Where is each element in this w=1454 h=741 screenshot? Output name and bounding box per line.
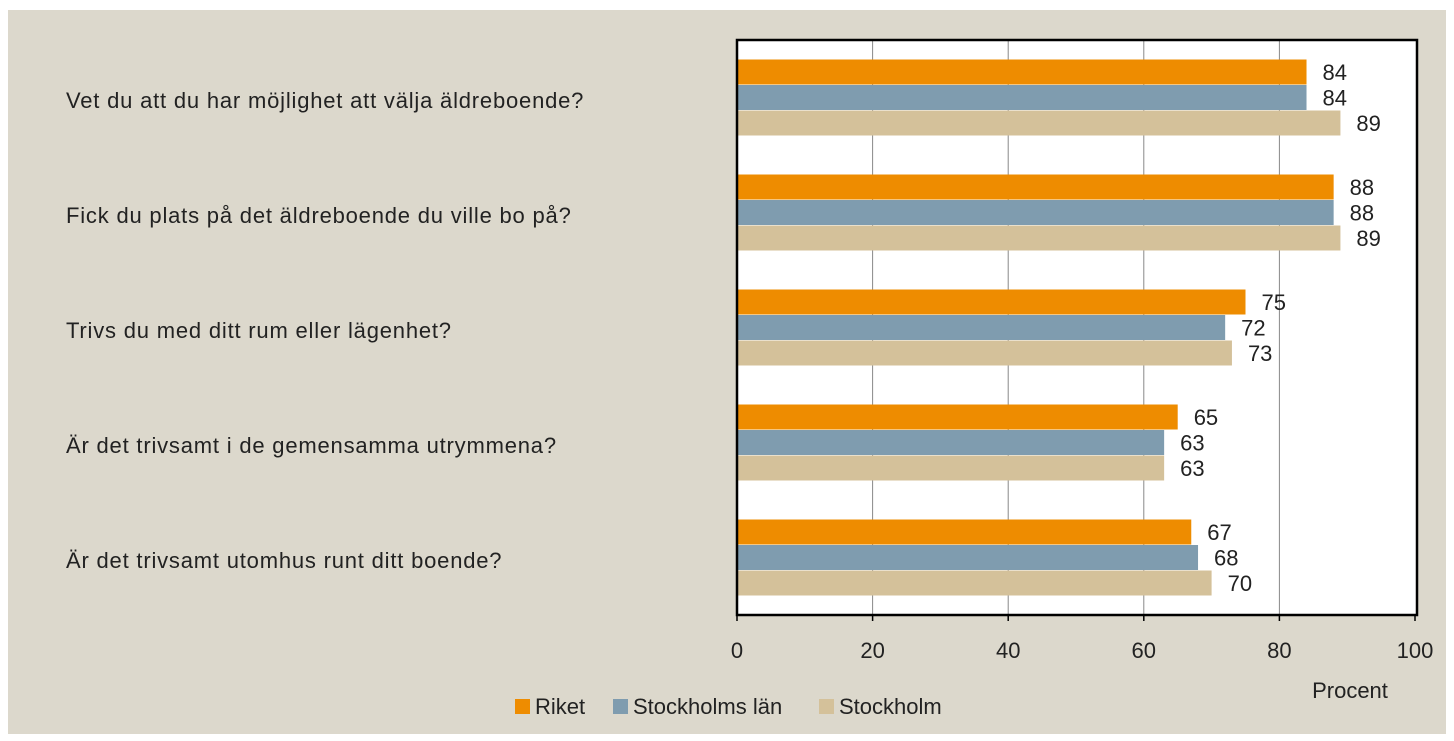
bar — [737, 455, 1165, 481]
value-label: 88 — [1350, 175, 1374, 200]
plot-border — [735, 38, 1419, 617]
value-label: 63 — [1180, 456, 1204, 481]
value-label: 73 — [1248, 341, 1272, 366]
bar — [737, 59, 1307, 85]
legend-label: Stockholms län — [633, 694, 782, 719]
bar — [737, 315, 1226, 340]
legend-swatch — [515, 699, 530, 714]
legend-swatch — [613, 699, 628, 714]
legend-swatch — [819, 699, 834, 714]
bar — [737, 200, 1334, 225]
value-label: 70 — [1228, 571, 1252, 596]
x-tick-label: 80 — [1267, 638, 1291, 663]
x-tick-label: 20 — [860, 638, 884, 663]
bar — [737, 519, 1192, 545]
value-label: 72 — [1241, 315, 1265, 340]
value-label: 65 — [1194, 405, 1218, 430]
x-axis-label: Procent — [1312, 678, 1388, 703]
value-label: 88 — [1350, 200, 1374, 225]
value-label: 84 — [1323, 60, 1347, 85]
bar — [737, 225, 1341, 251]
value-label: 84 — [1323, 85, 1347, 110]
legend-label: Stockholm — [839, 694, 942, 719]
legend-label: Riket — [535, 694, 585, 719]
x-tick-label: 40 — [996, 638, 1020, 663]
value-label: 68 — [1214, 545, 1238, 570]
bar — [737, 570, 1212, 596]
x-tick-label: 60 — [1132, 638, 1156, 663]
category-label: Fick du plats på det äldreboende du vill… — [66, 202, 572, 228]
bar — [737, 289, 1246, 315]
value-label: 75 — [1262, 290, 1286, 315]
bar — [737, 110, 1341, 136]
category-label: Trivs du med ditt rum eller lägenhet? — [66, 317, 452, 343]
value-label: 63 — [1180, 430, 1204, 455]
bar — [737, 174, 1334, 200]
bar — [737, 430, 1165, 455]
x-tick-label: 0 — [731, 638, 743, 663]
bar — [737, 340, 1232, 366]
bar — [737, 85, 1307, 110]
value-label: 89 — [1356, 111, 1380, 136]
category-label: Är det trivsamt i de gemensamma utrymmen… — [66, 432, 557, 458]
value-label: 67 — [1207, 520, 1231, 545]
category-label: Är det trivsamt utomhus runt ditt boende… — [66, 547, 503, 573]
bar — [737, 545, 1199, 570]
bar — [737, 404, 1178, 430]
x-tick-label: 100 — [1397, 638, 1434, 663]
value-label: 89 — [1356, 226, 1380, 251]
category-label: Vet du att du har möjlighet att välja äl… — [66, 87, 585, 113]
